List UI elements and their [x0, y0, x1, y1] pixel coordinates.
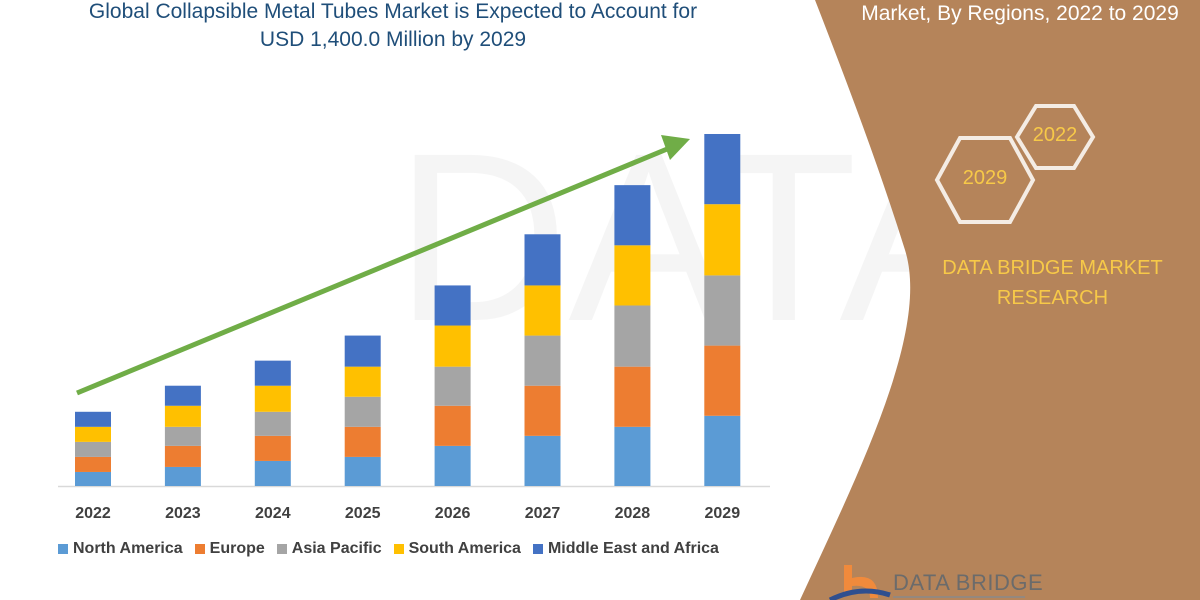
x-tick-label: 2022	[75, 505, 111, 522]
legend-swatch	[393, 544, 404, 554]
hexagon-2022	[1014, 104, 1096, 170]
legend-label: Europe	[209, 540, 265, 557]
bar-segment-2025-middle-east-and-africa	[344, 335, 381, 367]
x-tick-label: 2029	[705, 505, 741, 522]
chart-title-line1: Global Collapsible Metal Tubes Market is…	[88, 0, 698, 23]
legend-item-asia-pacific: Asia Pacific	[276, 540, 382, 558]
bar-segment-2022-asia-pacific	[75, 441, 111, 457]
legend-swatch	[276, 544, 287, 554]
bar-segment-2026-europe	[434, 405, 471, 446]
bar-segment-2027-south-america	[524, 285, 561, 336]
chart-title-line2: USD 1,400.0 Million by 2029	[259, 28, 527, 51]
legend-label: Middle East and Africa	[547, 540, 719, 557]
bar-segment-2023-europe	[164, 445, 201, 467]
bar-segment-2029-middle-east-and-africa	[704, 133, 741, 205]
bar-segment-2023-south-america	[164, 405, 201, 427]
right-header: Market, By Regions, 2022 to 2029	[861, 2, 1179, 25]
bar-segment-2024-europe	[254, 435, 291, 461]
bar-segment-2027-asia-pacific	[524, 335, 561, 386]
brand-line1: DATA BRIDGE MARKET	[942, 257, 1163, 279]
bar-segment-2024-south-america	[254, 385, 291, 412]
x-tick-label: 2023	[165, 505, 201, 522]
legend-item-middle-east-and-africa: Middle East and Africa	[532, 540, 719, 558]
bar-segment-2027-north-america	[524, 435, 561, 486]
legend-label: South America	[408, 540, 521, 557]
legend-label: Asia Pacific	[291, 540, 382, 557]
bar-segment-2029-asia-pacific	[704, 275, 741, 346]
trend-arrow-line	[76, 144, 673, 396]
bar-segment-2025-europe	[344, 426, 381, 457]
bar-segment-2029-north-america	[704, 415, 741, 486]
bar-segment-2022-europe	[75, 456, 111, 472]
brand-line2: RESEARCH	[996, 287, 1109, 309]
legend-swatch	[58, 544, 68, 554]
logo-text: DATA BRIDGE	[893, 570, 1044, 595]
x-tick-label: 2024	[255, 505, 291, 522]
bar-segment-2026-north-america	[434, 445, 471, 486]
bar-segment-2025-south-america	[344, 366, 381, 397]
bar-segment-2029-south-america	[704, 204, 741, 276]
bar-segment-2028-asia-pacific	[614, 305, 651, 367]
bar-segment-2023-asia-pacific	[164, 426, 201, 446]
x-tick-label: 2027	[525, 505, 561, 522]
bar-segment-2024-asia-pacific	[254, 411, 291, 436]
legend-item-north-america: North America	[58, 540, 183, 558]
stacked-bar-chart: 2022 2023 2024 2025 2026 2027 2028 2029	[58, 133, 770, 522]
bar-segment-2028-europe	[614, 366, 651, 427]
brand-panel	[800, 0, 1200, 600]
bar-segment-2027-middle-east-and-africa	[524, 234, 561, 286]
bar-segment-2024-north-america	[254, 460, 291, 486]
bar-segment-2022-south-america	[75, 426, 111, 442]
bar-segment-2022-north-america	[75, 471, 111, 486]
bar-segment-2027-europe	[524, 385, 561, 436]
bar-segment-2026-south-america	[434, 325, 471, 367]
bar-segment-2028-south-america	[614, 245, 651, 306]
logo-icon	[828, 565, 1025, 600]
legend-swatch	[532, 544, 543, 554]
bar-segment-2025-asia-pacific	[344, 396, 381, 427]
legend: North America Europe Asia Pacific South Ame…	[58, 540, 719, 558]
hex-label-2029: 2029	[962, 167, 1008, 189]
x-tick-label: 2028	[615, 505, 651, 522]
bar-segment-2029-europe	[704, 345, 741, 416]
hexagon-2029	[934, 136, 1036, 224]
bar-segment-2022-middle-east-and-africa	[75, 411, 111, 427]
legend-item-europe: Europe	[194, 540, 265, 558]
bar-segment-2024-middle-east-and-africa	[254, 360, 291, 386]
legend-swatch	[194, 544, 205, 554]
bar-segment-2023-middle-east-and-africa	[164, 385, 201, 406]
bar-segment-2028-middle-east-and-africa	[614, 185, 651, 246]
bar-segment-2026-asia-pacific	[434, 366, 471, 406]
bar-segment-2028-north-america	[614, 426, 651, 486]
bar-segment-2025-north-america	[344, 456, 381, 486]
trend-arrow-head	[661, 135, 690, 160]
bar-segment-2026-middle-east-and-africa	[434, 285, 471, 326]
legend-item-south-america: South America	[393, 540, 521, 558]
legend-label: North America	[73, 540, 183, 557]
x-tick-label: 2025	[345, 505, 381, 522]
bar-segment-2023-north-america	[164, 466, 201, 486]
x-tick-label: 2026	[435, 505, 471, 522]
hex-label-2022: 2022	[1032, 124, 1078, 146]
